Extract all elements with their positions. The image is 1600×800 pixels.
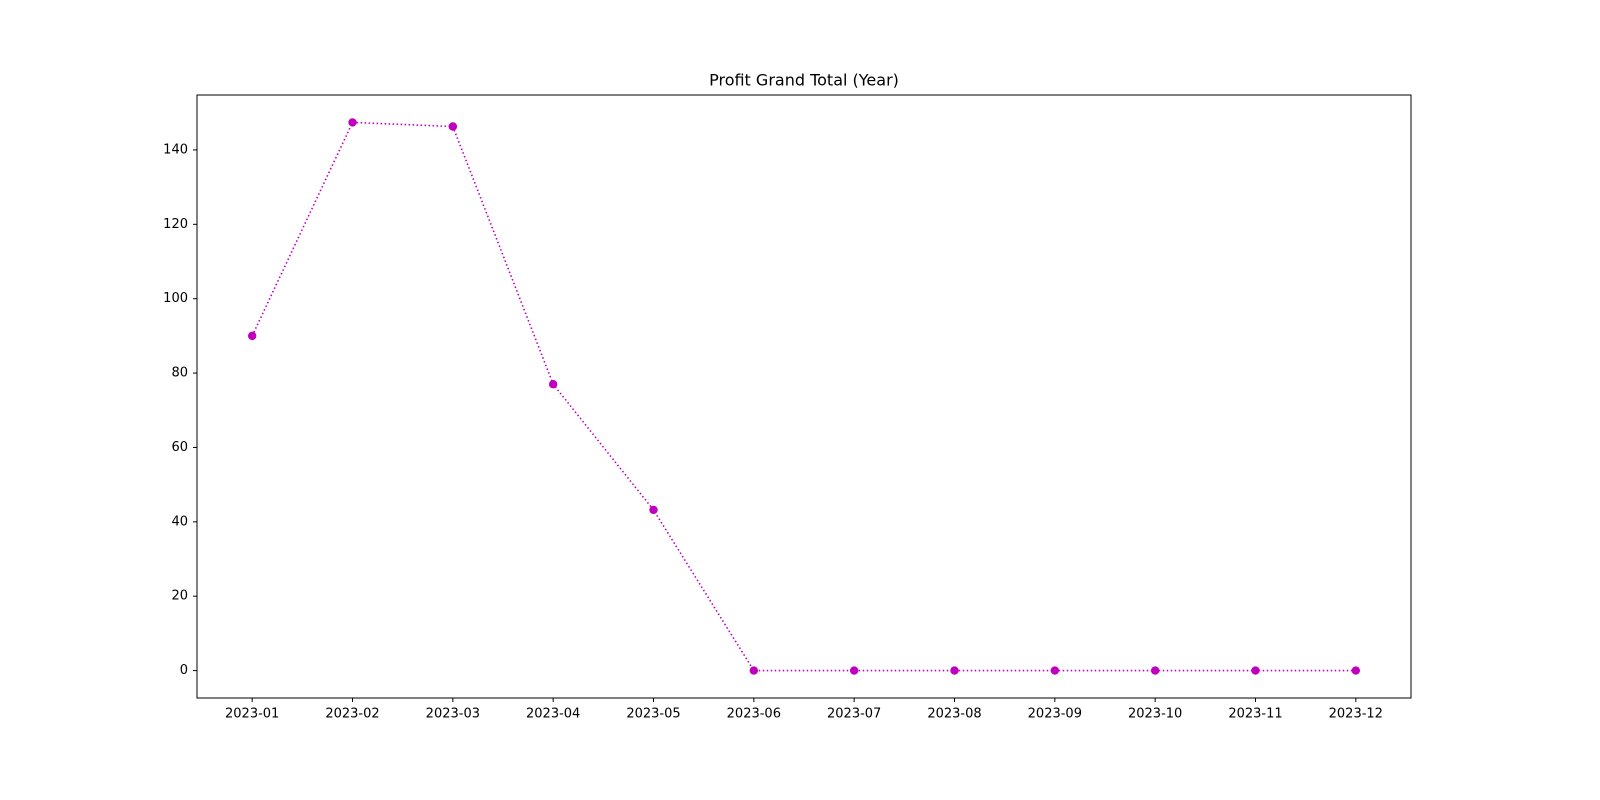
marker <box>448 122 458 131</box>
x-tick-label: 2023-02 <box>325 707 379 722</box>
marker <box>1251 666 1260 675</box>
x-tick-label: 2023-08 <box>927 707 981 722</box>
marker <box>849 666 859 675</box>
x-tick-label: 2023-11 <box>1228 707 1282 722</box>
plot-frame <box>196 94 1412 699</box>
y-tick-label: 120 <box>163 217 188 232</box>
marker <box>1050 666 1060 675</box>
x-tick-label: 2023-10 <box>1128 707 1182 722</box>
marker <box>749 666 759 675</box>
y-tick-label: 20 <box>171 589 188 604</box>
x-tick-label: 2023-01 <box>225 707 279 722</box>
x-tick-label: 2023-03 <box>426 707 480 722</box>
marker <box>247 331 257 341</box>
x-tick-label: 2023-06 <box>727 707 781 722</box>
marker <box>548 380 558 389</box>
x-tick-label: 2023-09 <box>1028 707 1082 722</box>
y-tick-label: 0 <box>180 663 188 678</box>
x-tick-label: 2023-12 <box>1329 707 1383 722</box>
x-tick-label: 2023-04 <box>526 707 580 722</box>
line <box>251 121 1356 672</box>
y-tick-label: 100 <box>163 291 188 306</box>
y-tick-label: 40 <box>171 514 188 529</box>
marker <box>1150 666 1160 675</box>
y-tick-label: 60 <box>171 440 188 455</box>
y-tick-label: 140 <box>163 142 188 157</box>
marker <box>1351 666 1361 675</box>
x-tick-label: 2023-07 <box>827 707 881 722</box>
marker <box>348 118 357 127</box>
x-tick-label: 2023-05 <box>626 707 680 722</box>
y-tick-label: 80 <box>171 366 188 381</box>
chart-title: Profit Grand Total (Year) <box>709 71 899 90</box>
marker <box>950 666 959 675</box>
marker <box>649 505 658 515</box>
